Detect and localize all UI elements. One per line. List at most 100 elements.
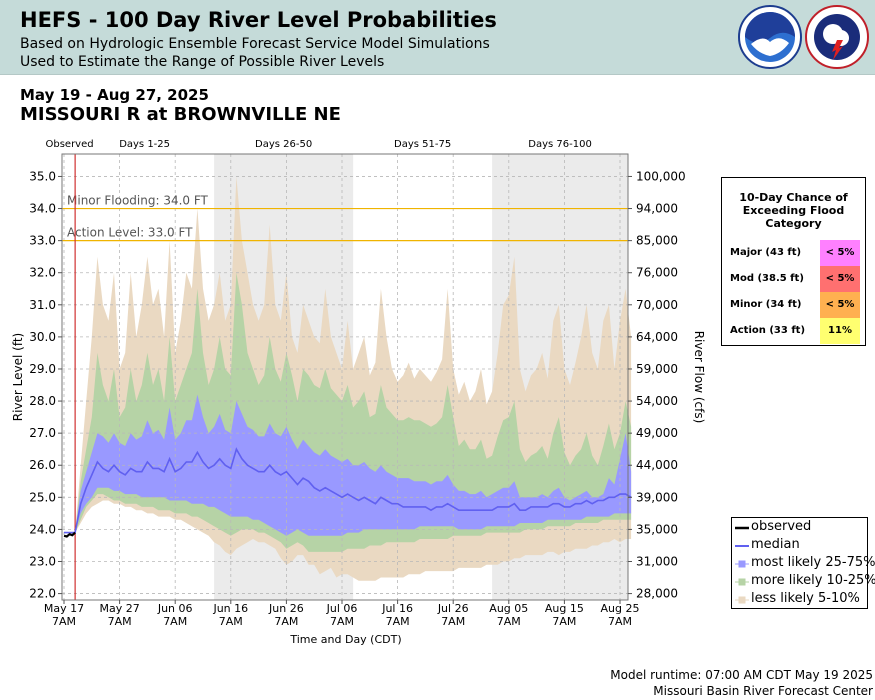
- period-labels: Observed Days 1-25 Days 26-50 Days 51-75 Day…: [45, 139, 591, 150]
- y-tick-label: 28.0: [29, 394, 56, 408]
- period-label: Days 51-75: [394, 139, 451, 150]
- legend-item-less-likely: less likely 5-10%: [732, 591, 867, 609]
- y-tick-label: 34.0: [29, 202, 56, 216]
- prob-value: < 5%: [820, 292, 860, 318]
- x-axis-title: Time and Day (CDT): [289, 633, 401, 646]
- prob-row-moderate: Mod (38.5 ft) < 5%: [722, 266, 865, 292]
- x-tick-label: Jul 16: [381, 602, 413, 615]
- y-tick-label: 35.0: [29, 169, 56, 183]
- y2-tick-label: 76,000: [636, 266, 678, 280]
- page-title: HEFS - 100 Day River Level Probabilities: [20, 8, 497, 32]
- y2-axis-title: River Flow (cfs): [692, 331, 706, 424]
- station-name: MISSOURI R at BROWNVILLE NE: [20, 104, 341, 125]
- y2-tick-label: 54,000: [636, 394, 678, 408]
- y2-tick-label: 59,000: [636, 362, 678, 376]
- legend-label: less likely 5-10%: [751, 591, 860, 606]
- y2-tick-label: 39,000: [636, 490, 678, 504]
- legend-label: more likely 10-25%: [751, 573, 875, 588]
- y-tick-label: 22.0: [29, 587, 56, 601]
- date-range: May 19 - Aug 27, 2025: [20, 86, 209, 104]
- forecast-center: Missouri Basin River Forecast Center: [653, 684, 873, 698]
- median-line: [64, 447, 632, 534]
- x-tick-time: 7AM: [441, 615, 465, 628]
- y-tick-label: 29.0: [29, 362, 56, 376]
- logos: [738, 5, 869, 69]
- x-tick-time: 7AM: [552, 615, 576, 628]
- prob-label: Minor (34 ft): [730, 299, 802, 310]
- y2-tick-label: 100,000: [636, 169, 686, 183]
- flood-thresholds: Minor Flooding: 34.0 FT Action Level: 33.…: [62, 194, 628, 242]
- x-tick-time: 7AM: [497, 615, 521, 628]
- legend-item-observed: observed: [732, 519, 867, 537]
- legend-box-icon: [735, 578, 749, 586]
- probability-bands: [64, 176, 632, 581]
- y2-tick-label: 44,000: [636, 458, 678, 472]
- plot-frame: [61, 153, 629, 601]
- period-label: Days 1-25: [119, 139, 170, 150]
- legend-box-icon: [735, 560, 749, 568]
- y-tick-label: 24.0: [29, 522, 56, 536]
- legend-label: most likely 25-75%: [751, 555, 875, 570]
- page-subtitle-1: Based on Hydrologic Ensemble Forecast Se…: [20, 36, 490, 52]
- y2-tick-label: 70,000: [636, 298, 678, 312]
- noaa-logo[interactable]: [738, 5, 802, 69]
- prob-label: Mod (38.5 ft): [730, 273, 804, 284]
- x-tick-label: Jun 16: [212, 602, 248, 615]
- observed-line: [63, 531, 76, 538]
- y-tick-label: 32.0: [29, 266, 56, 280]
- threshold-label: Minor Flooding: 34.0 FT: [67, 194, 209, 208]
- x-tick-time: 7AM: [52, 615, 76, 628]
- y2-tick-label: 28,000: [636, 587, 678, 601]
- x-tick-label: Jul 26: [437, 602, 469, 615]
- x-tick-label: Jun 26: [268, 602, 304, 615]
- model-runtime: Model runtime: 07:00 AM CDT May 19 2025: [610, 668, 873, 682]
- data-lines: [63, 154, 632, 600]
- legend-item-most-likely: most likely 25-75%: [732, 555, 875, 573]
- threshold-label: Action Level: 33.0 FT: [67, 226, 193, 240]
- x-tick-label: Aug 15: [545, 602, 584, 615]
- y-tick-label: 26.0: [29, 458, 56, 472]
- chart-legend: observed median most likely 25-75% more …: [731, 517, 875, 609]
- legend-item-median: median: [732, 537, 867, 555]
- axis-labels: 22.0 23.0 24.0 25.0 26.0 27.0 28.0 29.0 30.0 31.0…: [11, 169, 706, 646]
- x-tick-label: Jun 06: [157, 602, 193, 615]
- legend-box-icon: [735, 596, 749, 604]
- y-tick-label: 31.0: [29, 298, 56, 312]
- x-tick-time: 7AM: [608, 615, 632, 628]
- prob-label: Major (43 ft): [730, 247, 802, 258]
- band-most-likely-25-75-: [64, 394, 632, 536]
- y2-tick-label: 94,000: [636, 202, 678, 216]
- legend-label: observed: [751, 519, 812, 534]
- legend-line-icon: [735, 545, 749, 547]
- y-tick-label: 23.0: [29, 554, 56, 568]
- y-axis-title: River Level (ft): [11, 333, 25, 421]
- y2-tick-label: 85,000: [636, 234, 678, 248]
- prob-value: 11%: [820, 318, 860, 344]
- x-tick-time: 7AM: [108, 615, 132, 628]
- prob-row-action: Action (33 ft) 11%: [722, 318, 865, 344]
- header: HEFS - 100 Day River Level Probabilities…: [0, 0, 875, 75]
- flood-chance-title: 10-Day Chance of Exceeding Flood Categor…: [739, 191, 848, 230]
- x-tick-label: May 17: [44, 602, 84, 615]
- y-tick-label: 27.0: [29, 426, 56, 440]
- legend-label: median: [751, 537, 800, 552]
- x-tick-label: Jul 06: [326, 602, 358, 615]
- y2-tick-label: 64,000: [636, 330, 678, 344]
- period-label: Days 26-50: [255, 139, 312, 150]
- y-tick-label: 25.0: [29, 490, 56, 504]
- x-tick-time: 7AM: [330, 615, 354, 628]
- y-tick-label: 30.0: [29, 330, 56, 344]
- y2-tick-label: 35,000: [636, 522, 678, 536]
- prob-value: < 5%: [820, 240, 860, 266]
- page-subtitle-2: Used to Estimate the Range of Possible R…: [20, 54, 385, 70]
- prob-label: Action (33 ft): [730, 325, 806, 336]
- prob-row-minor: Minor (34 ft) < 5%: [722, 292, 865, 318]
- period-label: Observed: [45, 139, 93, 150]
- x-tick-time: 7AM: [219, 615, 243, 628]
- prob-value: < 5%: [820, 266, 860, 292]
- nws-logo[interactable]: [805, 5, 869, 69]
- y-tick-label: 33.0: [29, 234, 56, 248]
- y2-tick-label: 31,000: [636, 554, 678, 568]
- legend-item-more-likely: more likely 10-25%: [732, 573, 875, 591]
